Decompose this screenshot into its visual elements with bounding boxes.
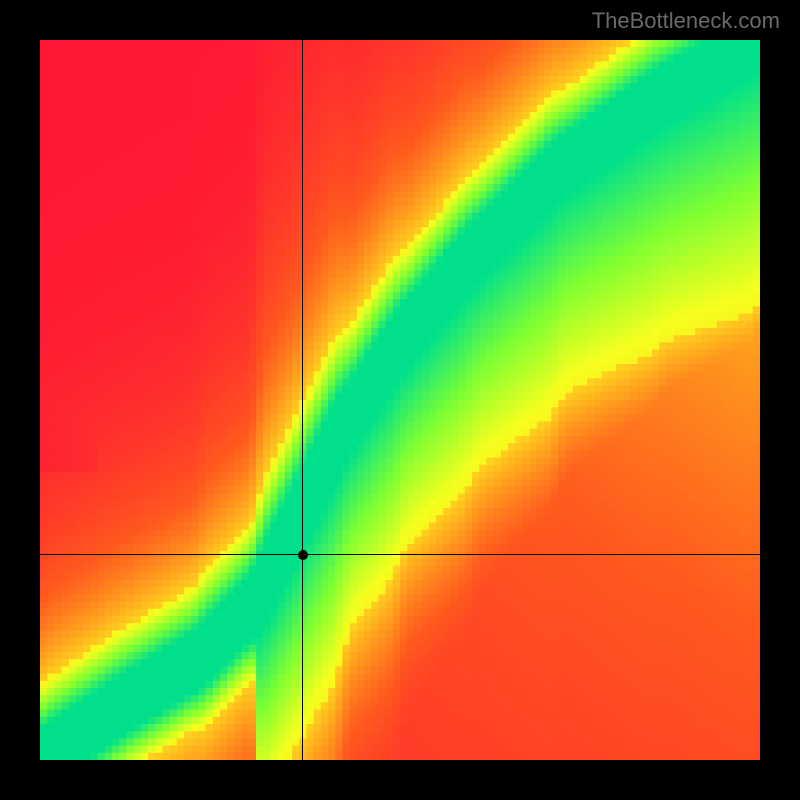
crosshair-marker [298, 550, 308, 560]
heatmap-canvas [40, 40, 760, 760]
crosshair-horizontal [40, 554, 760, 555]
chart-container: TheBottleneck.com [0, 0, 800, 800]
crosshair-vertical [302, 40, 303, 760]
plot-area [40, 40, 760, 760]
watermark-text: TheBottleneck.com [592, 8, 780, 34]
